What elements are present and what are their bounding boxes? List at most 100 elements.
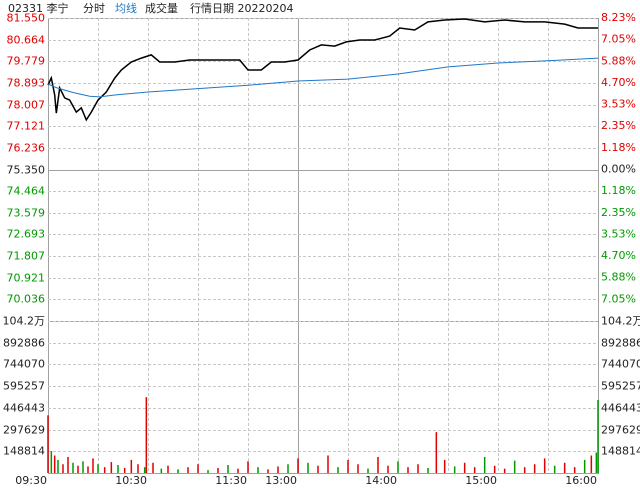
volume-bar [357, 464, 359, 473]
volume-tick-label: 744070 [3, 358, 45, 371]
y2-tick-label: 2.35% [601, 206, 636, 219]
volume-bar [145, 397, 148, 473]
x-tick-label: 13:00 [265, 474, 297, 487]
y2-tick-label: 4.70% [601, 249, 636, 262]
volume-bar [543, 458, 546, 473]
volume-bar [503, 468, 506, 473]
y-tick-label: 81.550 [7, 12, 46, 25]
volume-tick-label: 104.2万 [3, 315, 46, 328]
volume-tick-label: 744070 [601, 358, 640, 371]
volume-bar [307, 462, 309, 473]
volume-bar [123, 467, 126, 473]
volume-bar [87, 466, 89, 473]
volume-bar [347, 459, 349, 473]
volume-bar [407, 467, 409, 473]
volume-tick-label: 446443 [3, 402, 45, 415]
volume-bar [152, 462, 154, 473]
y2-tick-label: 3.53% [601, 227, 636, 240]
volume-bar [197, 464, 199, 473]
volume-bar [247, 461, 249, 473]
volume-bar [57, 459, 59, 473]
volume-bar [160, 468, 163, 473]
volume-bar [337, 467, 339, 473]
y2-tick-label: 1.18% [601, 141, 636, 154]
y-tick-label: 73.579 [7, 207, 46, 220]
y-tick-label: 70.036 [7, 293, 46, 306]
volume-bar [130, 459, 133, 473]
volume-tick-label: 892886 [3, 337, 45, 350]
x-tick-label: 09:30 [15, 474, 47, 487]
volume-tick-label: 104.2万 [601, 315, 640, 328]
y-tick-label: 80.664 [7, 34, 46, 47]
volume-bar [377, 456, 379, 473]
volume-bar [463, 462, 466, 473]
y-tick-label: 78.007 [7, 99, 46, 112]
volume-bar [110, 462, 113, 473]
volume-tick-label: 446443 [601, 402, 640, 415]
y2-tick-label: 8.23% [601, 11, 636, 24]
volume-bar [327, 455, 329, 473]
volume-bar [53, 455, 56, 473]
y2-tick-label: 1.18% [601, 184, 636, 197]
volume-tick-label: 595257 [601, 380, 640, 393]
volume-bar [177, 469, 179, 473]
y2-tick-label: 7.05% [601, 292, 636, 305]
volume-bar [92, 458, 94, 473]
period-label: 分时 [83, 2, 105, 15]
volume-bar [443, 459, 446, 473]
y2-tick-label: 7.05% [601, 33, 636, 46]
volume-bar [435, 432, 438, 473]
y2-tick-label: 5.88% [601, 271, 636, 284]
y2-tick-label: 4.70% [601, 76, 636, 89]
x-tick-label: 14:00 [365, 474, 397, 487]
volume-bar [597, 400, 599, 473]
y2-tick-label: 2.35% [601, 119, 636, 132]
volume-tick-label: 892886 [601, 337, 640, 350]
volume-tick-label: 297629 [601, 424, 640, 437]
volume-bar [397, 461, 399, 473]
volume-tick-label: 148814 [601, 445, 640, 458]
y-tick-label: 71.807 [7, 250, 46, 263]
y-tick-label: 78.893 [7, 77, 46, 90]
x-tick-label: 11:30 [215, 474, 247, 487]
y-tick-label: 75.350 [7, 164, 46, 177]
y-tick-label: 76.236 [7, 142, 46, 155]
volume-bar [67, 456, 69, 473]
volume-bar [207, 470, 209, 473]
x-tick-label: 15:00 [465, 474, 497, 487]
volume-bar [50, 451, 53, 473]
volume-bar [82, 461, 84, 473]
volume-tick-label: 148814 [3, 445, 45, 458]
volume-label: 成交量 [145, 1, 178, 15]
volume-bar [257, 467, 259, 473]
volume-bar [427, 467, 429, 473]
price-line [47, 18, 598, 122]
volume-bar [267, 469, 269, 473]
y-tick-label: 79.779 [7, 55, 46, 68]
volume-bar [187, 467, 189, 473]
volume-tick-label: 595257 [3, 380, 45, 393]
volume-bar [143, 467, 146, 473]
volume-bar [287, 464, 289, 473]
y-tick-label: 70.921 [7, 272, 46, 285]
y2-tick-label: 0.00% [601, 163, 636, 176]
date-label: 行情日期 20220204 [190, 2, 294, 15]
volume-bar [563, 462, 566, 473]
volume-bar [595, 452, 598, 473]
legend-entry: 均线 [115, 1, 137, 15]
volume-bar [590, 455, 593, 473]
volume-bar [217, 467, 219, 473]
volume-bar [167, 465, 169, 473]
volume-bar [367, 468, 369, 473]
volume-bar [297, 458, 299, 473]
volume-bar [77, 465, 79, 473]
x-tick-label: 10:30 [115, 474, 147, 487]
y2-tick-label: 5.88% [601, 54, 636, 67]
y-tick-label: 77.121 [7, 120, 46, 133]
volume-bar [533, 464, 536, 473]
volume-bar [473, 467, 476, 473]
volume-bar [483, 456, 486, 473]
volume-bar [62, 464, 64, 473]
volume-bar [513, 460, 516, 473]
volume-bar [137, 464, 139, 473]
